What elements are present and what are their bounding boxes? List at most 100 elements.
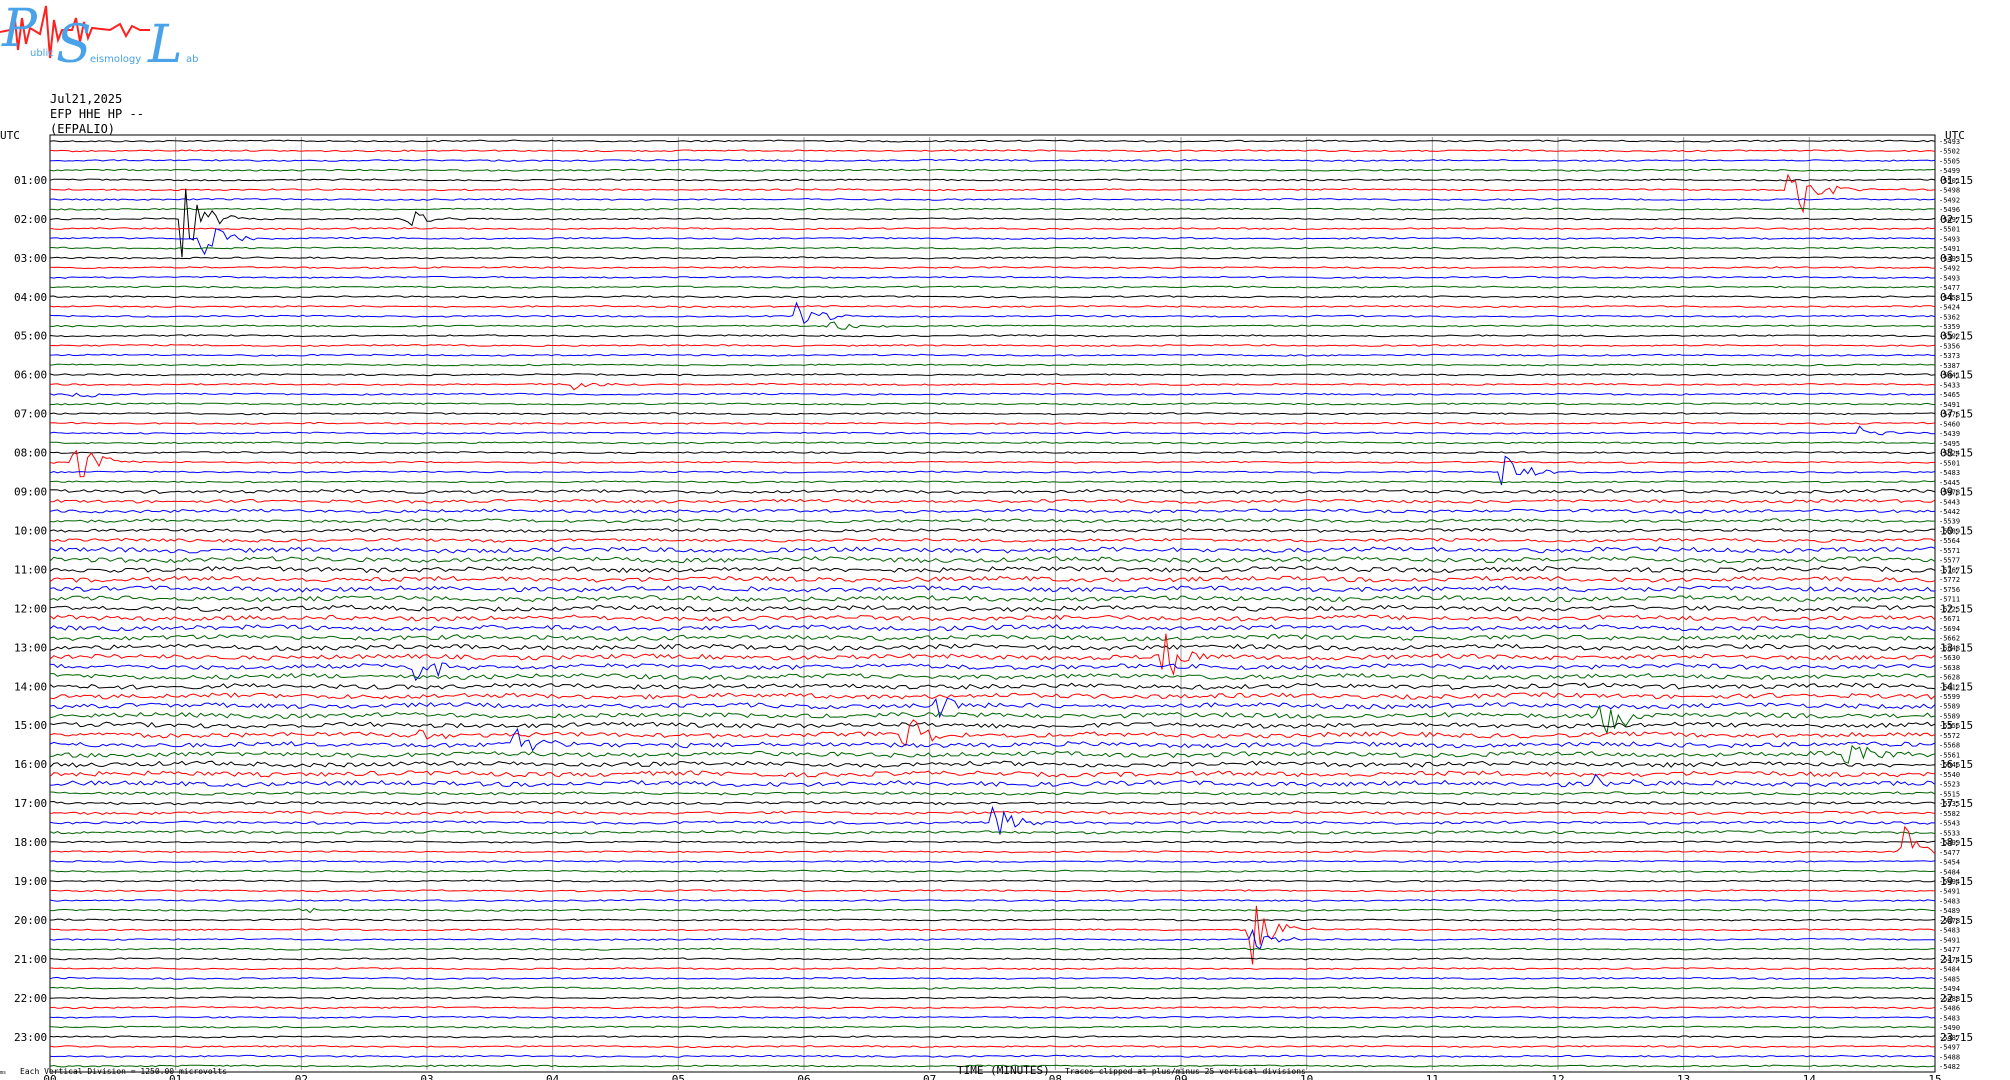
trace-line: [49, 791, 1936, 796]
trace-line: [49, 565, 1936, 574]
trace-line: [49, 498, 1936, 504]
trace-level-label: -5491: [1939, 245, 1960, 253]
trace-line: [49, 188, 1936, 258]
right-hour-label: 14:15: [1940, 680, 1973, 693]
logo-sub-ab: ab: [186, 54, 198, 65]
trace-level-label: -5484: [1939, 868, 1960, 876]
trace-level-label: -5497: [1939, 1044, 1960, 1052]
trace-level-label: -5535: [1939, 800, 1960, 808]
trace-level-label: -5492: [1939, 196, 1960, 204]
trace-level-label: -5485: [1939, 975, 1960, 983]
left-axis-title: UTC: [0, 129, 20, 142]
left-hour-label: 02:00: [14, 213, 47, 226]
trace-level-label: -5577: [1939, 557, 1960, 565]
trace-line: [49, 595, 1936, 603]
right-hour-label: 06:15: [1940, 369, 1973, 382]
trace-line: [49, 178, 1936, 182]
trace-line: [49, 173, 1936, 214]
x-tick-label: 00: [43, 1073, 56, 1080]
right-hour-label: 08:15: [1940, 447, 1973, 460]
trace-level-label: -5630: [1939, 654, 1960, 662]
logo-sub-ublic: ublic: [30, 48, 54, 59]
x-tick-label: 08: [1049, 1073, 1062, 1080]
trace-line: [49, 353, 1935, 357]
trace-level-label: -5441: [1939, 372, 1960, 380]
x-tick-label: 06: [797, 1073, 810, 1080]
right-hour-label: 18:15: [1940, 836, 1973, 849]
trace-level-label: -5445: [1939, 479, 1960, 487]
trace-line: [49, 480, 1936, 484]
trace-level-label: -5543: [1939, 820, 1960, 828]
trace-level-label: -5493: [1939, 255, 1960, 263]
trace-line: [49, 1025, 1935, 1029]
trace-level-label: -5487: [1939, 1034, 1960, 1042]
trace-level-label: -5533: [1939, 829, 1960, 837]
left-hour-label: 09:00: [14, 486, 47, 499]
left-hour-label: 21:00: [14, 953, 47, 966]
left-hour-label: 23:00: [14, 1031, 47, 1044]
trace-line: [49, 1006, 1936, 1010]
left-hour-label: 15:00: [14, 719, 47, 732]
trace-level-label: -5501: [1939, 177, 1960, 185]
x-tick-label: 13: [1677, 1073, 1690, 1080]
trace-line: [49, 947, 1936, 951]
trace-line: [49, 830, 1936, 835]
x-tick-label: 15: [1928, 1073, 1941, 1080]
trace-line: [49, 412, 1936, 416]
trace-line: [49, 508, 1936, 514]
trace-line: [50, 908, 1936, 914]
trace-line: [49, 697, 1936, 719]
trace-line: [49, 285, 1936, 289]
trace-line: [49, 879, 1936, 883]
trace-line: [49, 614, 1936, 622]
trace-level-label: -5564: [1939, 537, 1960, 545]
trace-level-label: -5546: [1939, 761, 1960, 769]
trace-line: [49, 905, 1936, 965]
left-hour-label: 07:00: [14, 408, 47, 421]
trace-line: [49, 295, 1936, 299]
trace-line: [49, 721, 1936, 729]
header-date: Jul21,2025: [50, 92, 123, 106]
header-station: EFP HHE HP --: [50, 107, 144, 121]
trace-line: [49, 575, 1936, 583]
trace-line: [50, 662, 1936, 682]
plot-frame: [49, 134, 1936, 1073]
trace-level-label: -5478: [1939, 917, 1960, 925]
trace-level-label: -5540: [1939, 771, 1960, 779]
trace-level-label: -5460: [1939, 420, 1960, 428]
trace-line: [49, 1064, 1936, 1068]
trace-line: [49, 1015, 1936, 1019]
trace-line: [49, 139, 1936, 143]
trace-level-label: -5477: [1939, 284, 1960, 292]
trace-level-label: -5671: [1939, 615, 1960, 623]
trace-line: [49, 682, 1936, 690]
trace-level-label: -5572: [1939, 732, 1960, 740]
x-tick-label: 10: [1300, 1073, 1313, 1080]
right-hour-label: 15:15: [1940, 719, 1973, 732]
left-hour-label: 22:00: [14, 992, 47, 1005]
trace-level-label: -5561: [1939, 751, 1960, 759]
trace-line: [49, 996, 1936, 1000]
trace-line: [49, 373, 1936, 377]
trace-level-label: -5493: [1939, 235, 1960, 243]
left-hour-label: 14:00: [14, 680, 47, 693]
left-hour-label: 05:00: [14, 330, 47, 343]
trace-level-label: -5433: [1939, 381, 1960, 389]
right-hour-label: 11:15: [1940, 563, 1973, 576]
trace-line: [49, 246, 1936, 250]
trace-level-label: -5539: [1939, 518, 1960, 526]
trace-level-label: -5524: [1939, 450, 1960, 458]
trace-line: [49, 889, 1936, 893]
trace-level-label: -5499: [1939, 167, 1960, 175]
logo-sub-eismology: eismology: [90, 54, 141, 65]
trace-line: [49, 207, 1936, 211]
footer-left-note: Each Vertical Division = 1250.00 microvo…: [20, 1067, 227, 1076]
left-hour-label: 01:00: [14, 174, 47, 187]
logo-letter-p: P: [1, 0, 38, 59]
right-hour-label: 21:15: [1940, 953, 1973, 966]
x-tick-label: 01: [169, 1073, 182, 1080]
trace-level-label: -5493: [1939, 274, 1960, 282]
trace-line: [49, 719, 1936, 747]
right-hour-label: 01:15: [1940, 174, 1973, 187]
trace-line: [50, 159, 1936, 162]
